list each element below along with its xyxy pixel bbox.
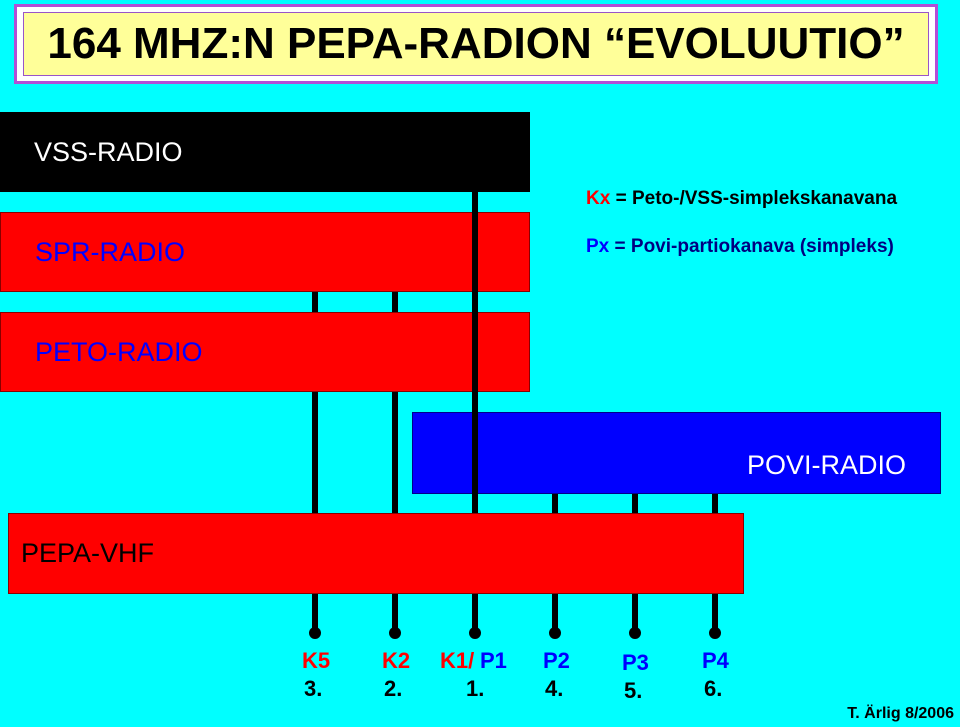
- peto-radio-box: PETO-RADIO: [0, 312, 530, 392]
- legend-k-code: Kx: [586, 188, 611, 209]
- legend-p-code: Px: [586, 236, 610, 257]
- povi-radio-label: POVI-RADIO: [746, 450, 906, 480]
- dot-p4: [709, 627, 721, 639]
- pepa-vhf-box: PEPA-VHF: [8, 513, 744, 594]
- title-frame: 164 MHZ:N PEPA-RADION “EVOLUUTIO”: [14, 4, 938, 84]
- channel-number-5: 5.: [624, 678, 643, 703]
- dot-k2: [389, 627, 401, 639]
- channel-number-3: 3.: [304, 676, 323, 701]
- line-k5: [312, 292, 318, 632]
- page-title: 164 MHZ:N PEPA-RADION “EVOLUUTIO”: [47, 19, 905, 68]
- line-k1-through-peto: [472, 312, 478, 392]
- vss-radio-label: VSS-RADIO: [34, 136, 183, 167]
- dot-p3: [629, 627, 641, 639]
- channel-number-2: 2.: [384, 676, 403, 701]
- channel-label-p2: P2: [543, 648, 570, 673]
- legend-k: Kx = Peto-/VSS-simplekskanavana: [586, 188, 897, 210]
- spr-radio-box: SPR-RADIO: [0, 212, 530, 292]
- channel-label-k1: K1/: [440, 648, 475, 673]
- title-box: 164 MHZ:N PEPA-RADION “EVOLUUTIO”: [23, 12, 929, 76]
- legend-p-text: = Povi-partiokanava (simpleks): [609, 236, 894, 257]
- channel-label-p1: P1: [480, 648, 507, 673]
- channel-number-4: 4.: [545, 676, 564, 701]
- channel-number-1: 1.: [466, 676, 485, 701]
- line-k1-through-povi: [472, 412, 478, 494]
- line-k2: [392, 292, 398, 632]
- channel-label-p4: P4: [702, 648, 729, 673]
- channel-label-p3: P3: [622, 650, 649, 675]
- vss-radio-box: VSS-RADIO: [0, 112, 530, 192]
- spr-radio-label: SPR-RADIO: [35, 236, 186, 267]
- legend-k-text: = Peto-/VSS-simplekskanavana: [610, 188, 898, 209]
- pepa-vhf-label: PEPA-VHF: [21, 538, 155, 568]
- legend-p: Px = Povi-partiokanava (simpleks): [586, 236, 894, 258]
- channel-number-6: 6.: [704, 676, 723, 701]
- channel-label-k5: K5: [302, 648, 331, 673]
- line-k1-through-spr: [472, 212, 478, 292]
- dot-k5: [309, 627, 321, 639]
- channel-label-k2: K2: [382, 648, 411, 673]
- peto-radio-label: PETO-RADIO: [35, 336, 203, 367]
- dot-p2: [549, 627, 561, 639]
- dot-k1-p1: [469, 627, 481, 639]
- author-credit: T. Ärlig 8/2006: [847, 705, 954, 722]
- povi-radio-box: POVI-RADIO: [412, 412, 941, 494]
